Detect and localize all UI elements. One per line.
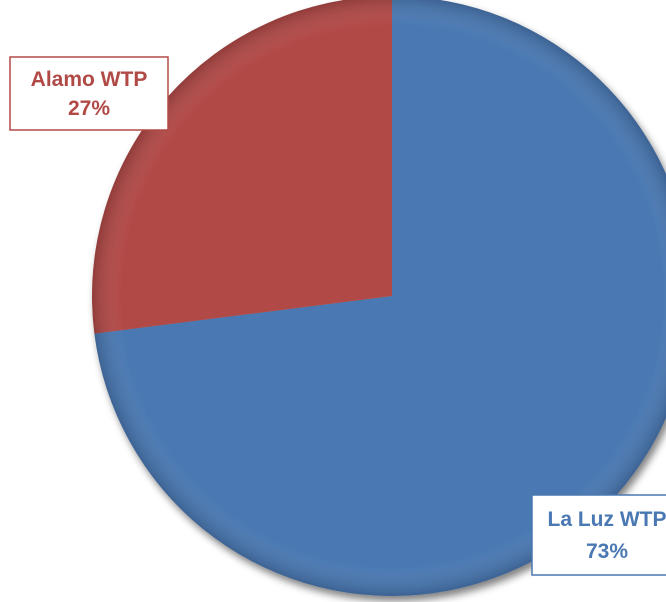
slice-value-label: 73% xyxy=(586,540,628,563)
slice-value-label: 27% xyxy=(68,97,110,120)
pie-slice xyxy=(92,0,392,334)
slice-label: Alamo WTP xyxy=(31,68,148,91)
label-box xyxy=(531,494,666,576)
slice-label: La Luz WTP xyxy=(548,508,666,531)
label-box xyxy=(9,56,169,131)
